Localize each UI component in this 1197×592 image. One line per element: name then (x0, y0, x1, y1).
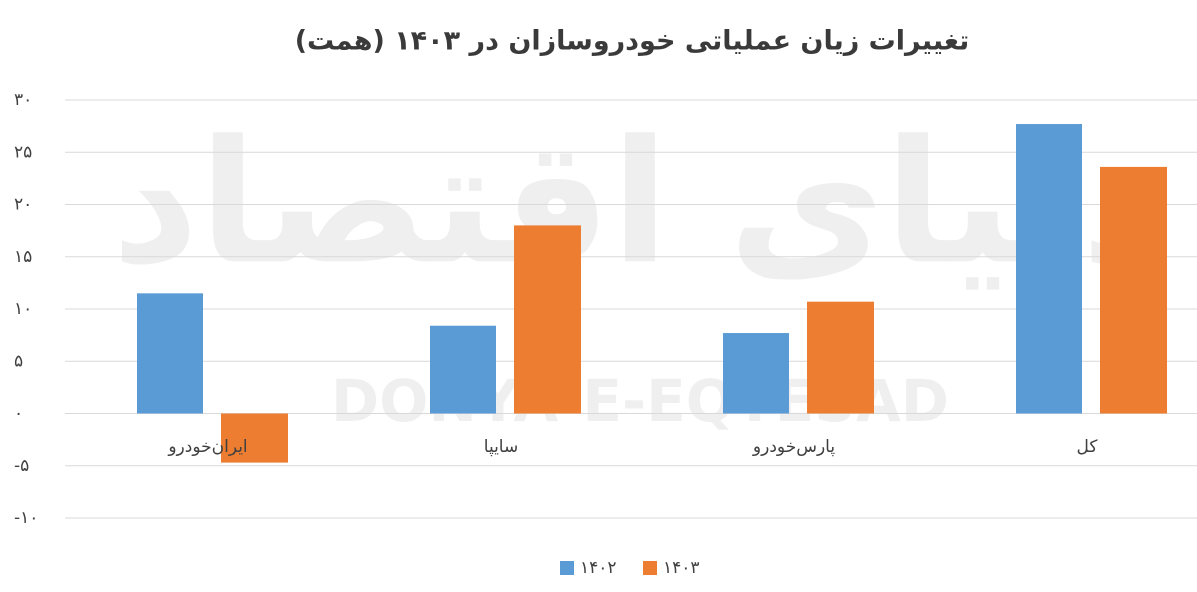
bar (137, 293, 203, 414)
x-tick-label: پارس‌خودرو (752, 437, 835, 457)
x-tick-label: کل (1077, 437, 1099, 457)
x-tick-label: سایپا (484, 437, 518, 457)
bar (221, 413, 288, 463)
bar (723, 333, 789, 414)
y-tick-label: ۵ (14, 351, 23, 371)
y-tick-label: -۵ (14, 456, 29, 476)
y-tick-label: ۲۰ (14, 195, 32, 215)
x-tick-label: ایران‌خودرو (167, 437, 247, 457)
y-tick-label: ۳۰ (14, 90, 32, 110)
bar (430, 325, 496, 414)
bar (514, 225, 581, 414)
chart-title: تغییرات زیان عملیاتی خودروسازان در ۱۴۰۳ … (295, 26, 970, 57)
legend-label: ۱۴۰۳ (663, 558, 700, 578)
y-tick-label: -۱۰ (14, 508, 38, 528)
y-tick-label: ۰ (14, 404, 23, 424)
y-tick-label: ۱۵ (14, 247, 32, 267)
y-tick-label: ۱۰ (14, 299, 32, 319)
bar (1100, 166, 1167, 414)
watermark-persian: دنیای اقتصاد (112, 104, 1169, 302)
y-tick-label: ۲۵ (14, 142, 32, 162)
bar (807, 301, 874, 414)
legend-label: ۱۴۰۲ (580, 558, 617, 578)
bar (1016, 124, 1082, 414)
legend-swatch (643, 561, 657, 575)
legend-swatch (560, 561, 574, 575)
